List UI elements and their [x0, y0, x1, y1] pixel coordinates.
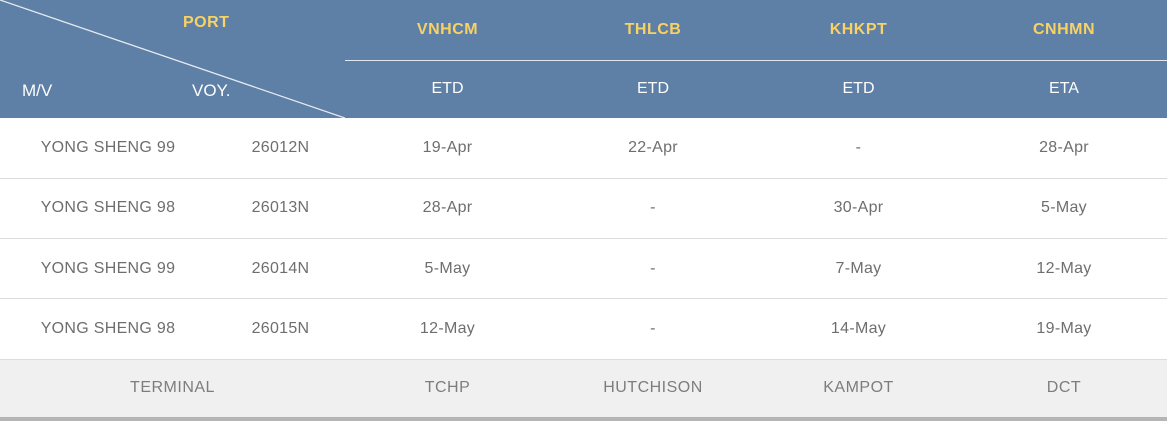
header-corner-cell: PORT M/V VOY.	[0, 0, 345, 118]
table-row: YONG SHENG 99 26012N 19-Apr 22-Apr - 28-…	[0, 118, 1167, 179]
terminal-row-label: TERMINAL	[0, 358, 345, 421]
metric-label-thlcb: ETD	[550, 60, 756, 118]
date-cell: 28-Apr	[345, 177, 550, 239]
voyage-number: 26013N	[216, 177, 345, 239]
schedule-footer: TERMINAL TCHP HUTCHISON KAMPOT DCT	[0, 358, 1167, 421]
voyage-number: 26012N	[216, 118, 345, 179]
date-cell: -	[756, 118, 961, 179]
date-cell: 7-May	[756, 237, 961, 299]
date-cell: -	[550, 177, 756, 239]
terminal-thlcb: HUTCHISON	[550, 358, 756, 421]
voyage-number: 26015N	[216, 298, 345, 359]
terminal-vnhcm: TCHP	[345, 358, 550, 421]
header-port-row: PORT M/V VOY. VNHCM THLCB KHKPT CNHMN	[0, 0, 1167, 118]
metric-label-khkpt: ETD	[756, 60, 961, 118]
header-metric-row: ETD ETD ETD ETA	[0, 60, 1167, 118]
schedule-body: YONG SHENG 99 26012N 19-Apr 22-Apr - 28-…	[0, 118, 1167, 359]
date-cell: -	[550, 237, 756, 299]
vessel-name: YONG SHENG 98	[0, 177, 216, 239]
vessel-name: YONG SHENG 99	[0, 237, 216, 299]
terminal-cnhmn: DCT	[961, 358, 1167, 421]
port-header-label: PORT	[183, 14, 230, 31]
date-cell: 28-Apr	[961, 118, 1167, 179]
date-cell: 19-Apr	[345, 118, 550, 179]
date-cell: 14-May	[756, 298, 961, 359]
vessel-name: YONG SHENG 99	[0, 118, 216, 179]
port-code-thlcb: THLCB	[550, 0, 756, 61]
voyage-number: 26014N	[216, 237, 345, 299]
date-cell: 22-Apr	[550, 118, 756, 179]
port-code-cnhmn: CNHMN	[961, 0, 1167, 61]
date-cell: 19-May	[961, 298, 1167, 359]
schedule-header: PORT M/V VOY. VNHCM THLCB KHKPT CNHMN ET…	[0, 0, 1167, 118]
date-cell: 12-May	[961, 237, 1167, 299]
date-cell: -	[550, 298, 756, 359]
diagonal-divider-line	[0, 0, 345, 118]
date-cell: 5-May	[345, 237, 550, 299]
terminal-row: TERMINAL TCHP HUTCHISON KAMPOT DCT	[0, 358, 1167, 421]
terminal-khkpt: KAMPOT	[756, 358, 961, 421]
table-row: YONG SHENG 98 26015N 12-May - 14-May 19-…	[0, 298, 1167, 359]
table-row: YONG SHENG 98 26013N 28-Apr - 30-Apr 5-M…	[0, 177, 1167, 239]
voyage-column-label: VOY.	[192, 81, 231, 100]
metric-label-vnhcm: ETD	[345, 60, 550, 118]
date-cell: 12-May	[345, 298, 550, 359]
port-code-khkpt: KHKPT	[756, 0, 961, 61]
date-cell: 5-May	[961, 177, 1167, 239]
date-cell: 30-Apr	[756, 177, 961, 239]
vessel-column-label: M/V	[22, 81, 53, 100]
vessel-name: YONG SHENG 98	[0, 298, 216, 359]
port-code-vnhcm: VNHCM	[345, 0, 550, 61]
table-row: YONG SHENG 99 26014N 5-May - 7-May 12-Ma…	[0, 237, 1167, 299]
metric-label-cnhmn: ETA	[961, 60, 1167, 118]
